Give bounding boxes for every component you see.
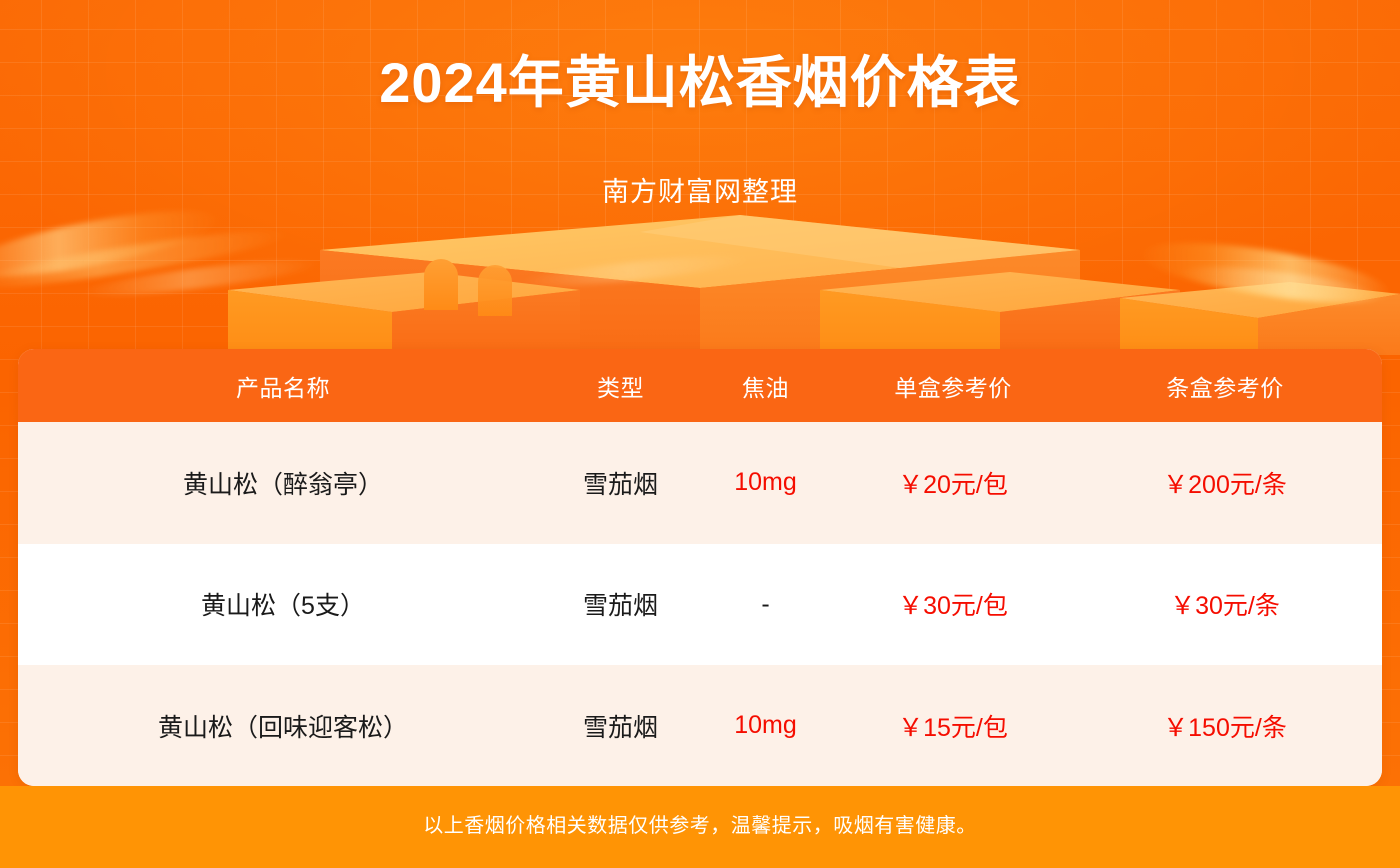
light-streak-left	[0, 197, 222, 291]
page-title: 2024年黄山松香烟价格表	[379, 51, 1021, 114]
cell-type: 雪茄烟	[582, 713, 658, 742]
price-table-card: 产品名称 类型 焦油 单盒参考价 条盒参考价 南方财富网 Southmoney.…	[18, 349, 1382, 786]
light-streak-center	[519, 250, 751, 292]
column-header-carton-price: 条盒参考价	[1166, 374, 1284, 401]
column-header-tar: 焦油	[742, 374, 789, 401]
cell-product-name: 黄山松（回味迎客松）	[157, 713, 408, 742]
cell-carton-price: ￥200元/条	[1163, 470, 1287, 499]
cell-product-name: 黄山松（醉翁亭）	[182, 470, 383, 499]
column-header-type: 类型	[597, 374, 644, 401]
cell-tar: 10mg	[734, 711, 797, 740]
light-streak-right-secondary	[1179, 259, 1381, 309]
table-row: 黄山松（醉翁亭） 雪茄烟 10mg ￥20元/包 ￥200元/条	[18, 422, 1382, 544]
cell-type: 雪茄烟	[582, 592, 658, 621]
footer-band	[0, 786, 1400, 868]
table-row: 黄山松（5支） 雪茄烟 - ￥30元/包 ￥30元/条	[18, 543, 1382, 665]
cell-box-price: ￥30元/包	[898, 592, 1008, 621]
light-streak-left-tertiary	[79, 253, 321, 303]
isometric-podium-decoration	[0, 190, 1400, 355]
light-streak-left-secondary	[0, 221, 291, 297]
column-header-product-name: 产品名称	[236, 374, 330, 401]
table-body: 南方财富网 Southmoney.com 黄山松（醉翁亭） 雪茄烟 10mg ￥…	[18, 422, 1382, 786]
table-row: 黄山松（回味迎客松） 雪茄烟 10mg ￥15元/包 ￥150元/条	[18, 665, 1382, 786]
cell-carton-price: ￥150元/条	[1163, 713, 1287, 742]
cell-tar: -	[761, 589, 770, 618]
column-header-box-price: 单盒参考价	[894, 374, 1012, 401]
table-header-row: 产品名称 类型 焦油 单盒参考价 条盒参考价	[18, 349, 1382, 422]
footer-disclaimer: 以上香烟价格相关数据仅供参考，温馨提示，吸烟有害健康。	[423, 815, 977, 837]
page-subtitle: 南方财富网整理	[602, 177, 798, 207]
cell-type: 雪茄烟	[582, 470, 658, 499]
light-streak-right	[1137, 230, 1393, 316]
cell-carton-price: ￥30元/条	[1170, 592, 1280, 621]
cell-box-price: ￥15元/包	[898, 713, 1008, 742]
cell-product-name: 黄山松（5支）	[201, 592, 365, 621]
cell-tar: 10mg	[734, 468, 797, 497]
cell-box-price: ￥20元/包	[898, 470, 1008, 499]
